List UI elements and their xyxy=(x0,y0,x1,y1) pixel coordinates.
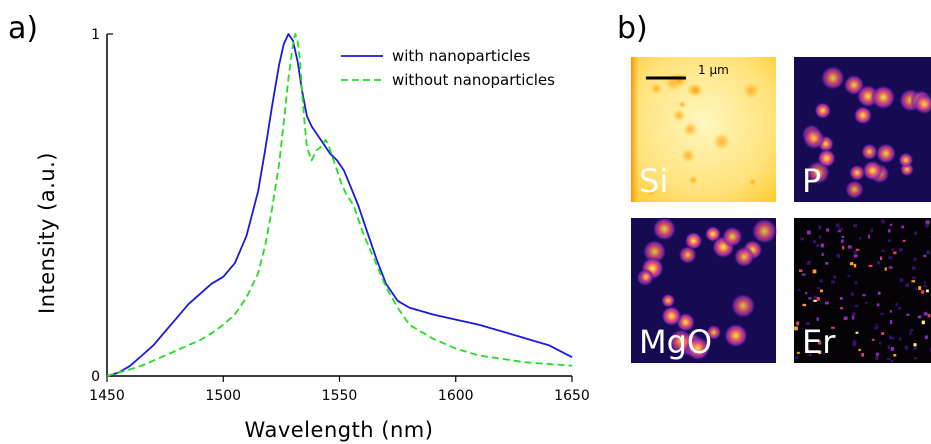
map-mgo: MgO xyxy=(631,216,778,363)
spectrum-chart: 1450 1500 1550 1600 1650 0 1 Wavelength (nm) I… xyxy=(35,27,590,442)
y-tick-label: 0 xyxy=(91,369,100,385)
scale-bar: 1 μm xyxy=(646,63,729,80)
map-si: Si xyxy=(631,57,776,202)
map-er: Er xyxy=(794,218,931,363)
panel-label-b: b) xyxy=(617,11,648,46)
legend-label-1: with nanoparticles xyxy=(392,47,531,65)
y-axis-title: Intensity (a.u.) xyxy=(35,152,59,314)
x-tick-label: 1550 xyxy=(322,388,358,404)
legend: with nanoparticles without nanoparticles xyxy=(341,47,555,89)
x-tick-label: 1650 xyxy=(554,388,590,404)
scale-bar-label: 1 μm xyxy=(698,63,729,77)
x-tick-label: 1500 xyxy=(205,388,241,404)
map-p: P xyxy=(794,57,931,202)
element-maps: Si P MgO Er 1 μm xyxy=(631,57,931,363)
x-tick-label: 1450 xyxy=(89,388,125,404)
x-tick-label: 1600 xyxy=(438,388,474,404)
data-series xyxy=(106,33,573,377)
legend-label-2: without nanoparticles xyxy=(392,71,555,89)
panel-label-a: a) xyxy=(8,11,38,46)
map-label: MgO xyxy=(639,323,712,361)
series-line-1 xyxy=(106,33,573,377)
map-label: Er xyxy=(802,323,836,361)
series-line-2 xyxy=(106,33,573,377)
map-label: P xyxy=(802,162,821,200)
x-axis-title: Wavelength (nm) xyxy=(245,418,434,442)
map-label: Si xyxy=(639,162,668,200)
axis-ticks: 1450 1500 1550 1600 1650 0 1 xyxy=(89,27,590,404)
y-tick-label: 1 xyxy=(91,27,100,43)
